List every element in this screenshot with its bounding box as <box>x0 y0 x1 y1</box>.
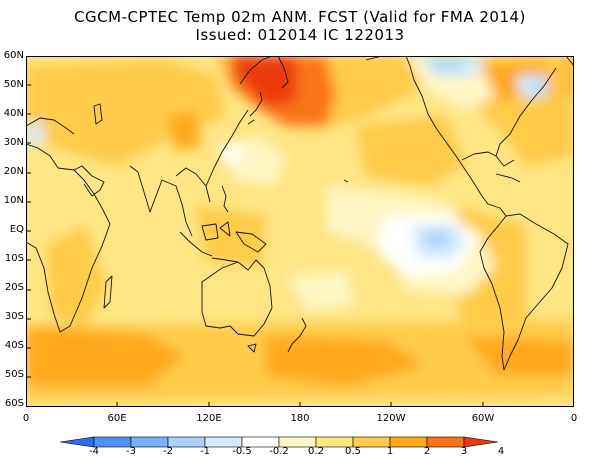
lon-label-180: 180 <box>290 413 310 424</box>
lat-label-10s: 10S <box>4 253 24 264</box>
lon-label-60e: 60E <box>107 413 127 424</box>
lon-label-0: 0 <box>22 413 30 424</box>
lat-label-20s: 20S <box>4 282 24 293</box>
colorbar-label: -2 <box>163 446 173 457</box>
lat-label-50n: 50N <box>3 79 24 90</box>
anomaly-map <box>26 56 574 407</box>
colorbar-label: -0.5 <box>232 446 252 457</box>
colorbar-label: -1 <box>200 446 210 457</box>
lat-label-10n: 10N <box>3 195 24 206</box>
lon-label-120w: 120W <box>376 413 406 424</box>
colorbar-segment <box>389 436 428 448</box>
lon-label-60w: 60W <box>471 413 495 424</box>
lat-label-60s: 60S <box>4 398 24 409</box>
lat-label-eq: EQ <box>9 224 24 235</box>
colorbar-label: -4 <box>89 446 99 457</box>
map-ticks <box>26 84 484 407</box>
colorbar-segment <box>463 436 499 448</box>
anomaly-field <box>26 56 574 401</box>
lat-label-20n: 20N <box>3 166 24 177</box>
lat-label-40s: 40S <box>4 340 24 351</box>
colorbar-label: 0.2 <box>308 446 324 457</box>
colorbar-label: 2 <box>423 446 431 457</box>
colorbar-label: 0.5 <box>345 446 361 457</box>
map-title-line1: CGCM-CPTEC Temp 02m ANM. FCST (Valid for… <box>74 8 526 26</box>
lat-label-30n: 30N <box>3 137 24 148</box>
lat-label-50s: 50S <box>4 369 24 380</box>
lat-label-30s: 30S <box>4 311 24 322</box>
lon-label-120e: 120E <box>196 413 222 424</box>
lat-label-60n: 60N <box>3 50 24 61</box>
colorbar-segment <box>426 436 465 448</box>
colorbar-label: 4 <box>497 446 505 457</box>
colorbar-label: 3 <box>460 446 468 457</box>
lon-label-0-east: 0 <box>570 413 578 424</box>
coastlines <box>26 56 574 371</box>
map-title-line2: Issued: 012014 IC 122013 <box>195 26 405 44</box>
colorbar-label: -0.2 <box>269 446 289 457</box>
colorbar-label: -3 <box>126 446 136 457</box>
colorbar <box>60 436 499 448</box>
colorbar-label: 1 <box>386 446 394 457</box>
lat-label-40n: 40N <box>3 108 24 119</box>
